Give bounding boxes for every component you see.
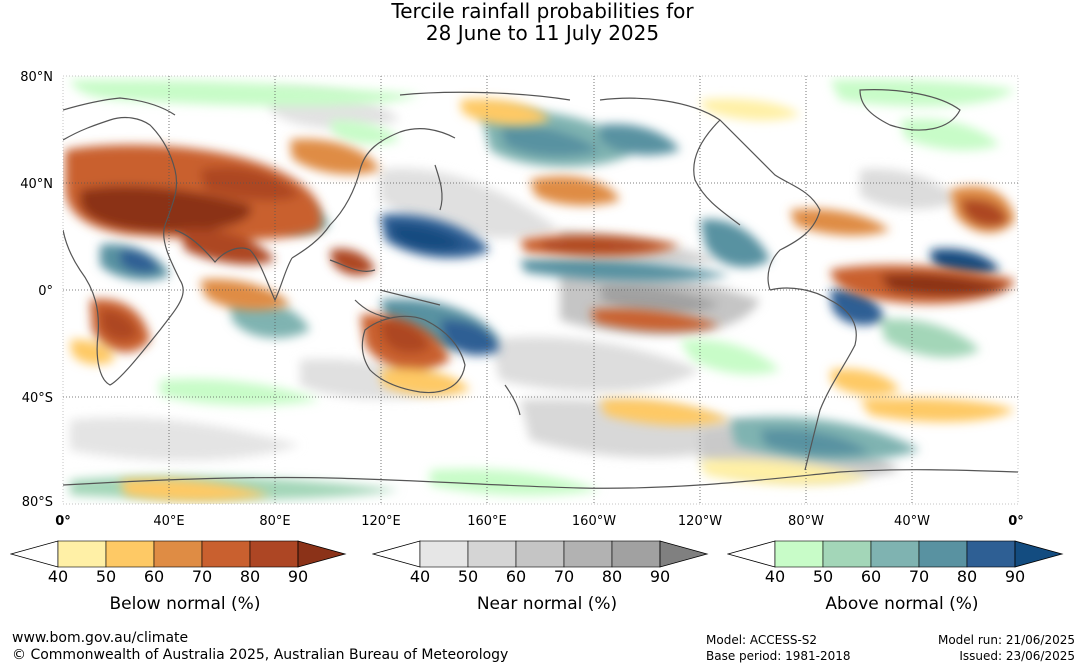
above-tick-label: 70 [908,567,930,586]
above-tick-label: 90 [1004,567,1026,586]
lon-label: 80°W [788,514,824,529]
colorbar-upper-arrow [1014,540,1064,568]
lat-label: 40°N [20,177,53,192]
colorbar-upper-arrow [659,540,709,568]
below-tick-label: 70 [191,567,213,586]
run-info: Model run: 21/06/2025 Issued: 23/06/2025 [938,632,1075,664]
copyright-text: © Commonwealth of Australia 2025, Austra… [12,647,509,663]
lon-label: 160°W [572,514,616,529]
colorbar-lower-arrow [727,540,776,568]
map-frame [62,75,1019,505]
below-tick-label: 90 [287,567,309,586]
colorbar-bin [249,540,299,568]
map-title: Tercile rainfall probabilities for 28 Ju… [0,0,1085,44]
lon-label: 40°W [894,514,930,529]
graticule [63,76,1018,504]
colorbar-bin [153,540,203,568]
model-info: Model: ACCESS-S2 Base period: 1981-2018 [706,632,851,664]
colorbar-lower-arrow [372,540,421,568]
lon-label: 0° [55,514,71,529]
lon-label: 160°E [467,514,507,529]
lon-label: 40°E [153,514,184,529]
website-link[interactable]: www.bom.gov.au/climate [12,630,189,646]
below-normal-scale [10,540,347,568]
above-tick-label: 80 [956,567,978,586]
colorbar-bin [918,540,968,568]
above-tick-label: 40 [764,567,786,586]
colorbar-bin [467,540,517,568]
above-normal-colorbar: 40 50 60 70 80 90 Above normal (%) [727,540,1077,620]
near-normal-scale [372,540,709,568]
model-run-date: Model run: 21/06/2025 [937,633,1075,647]
model-name: Model: ACCESS-S2 [706,633,818,647]
near-tick-label: 70 [553,567,575,586]
footer-credits: www.bom.gov.au/climate © Commonwealth of… [12,630,508,664]
below-tick-label: 60 [143,567,165,586]
lon-label: 120°W [678,514,722,529]
lon-label: 80°E [259,514,290,529]
near-tick-label: 60 [505,567,527,586]
colorbar-bin [201,540,251,568]
colorbar-bin [611,540,661,568]
base-period: Base period: 1981-2018 [706,649,851,663]
tercile-map: 80°N 40°N 0° 40°S 80°S 0° 40°E 80°E 120°… [20,70,1024,529]
colorbar-bin [419,540,469,568]
map-title-line1: Tercile rainfall probabilities for [391,0,694,23]
lat-label: 0° [38,284,53,299]
below-normal-colorbar: 40 50 60 70 80 90 Below normal (%) [10,540,360,620]
colorbar-bin [105,540,155,568]
below-tick-label: 80 [239,567,261,586]
colorbar-bin [870,540,920,568]
latitude-labels: 80°N 40°N 0° 40°S 80°S [20,70,53,510]
above-normal-title: Above normal (%) [825,594,979,614]
near-tick-label: 90 [649,567,671,586]
colorbar-bin [563,540,613,568]
colorbar-bin [822,540,872,568]
map-title-line2: 28 June to 11 July 2025 [425,21,660,45]
near-normal-title: Near normal (%) [476,594,618,614]
lat-label: 40°S [22,391,53,406]
above-tick-label: 50 [812,567,834,586]
lat-label: 80°S [22,495,53,510]
colorbar-bin [774,540,824,568]
below-normal-regions [65,98,1015,502]
lat-label: 80°N [20,70,53,85]
near-tick-label: 80 [601,567,623,586]
near-tick-label: 40 [409,567,431,586]
colorbar-bin [966,540,1016,568]
colorbar-lower-arrow [10,540,59,568]
above-tick-label: 60 [860,567,882,586]
colorbar-bin [515,540,565,568]
issued-date: Issued: 23/06/2025 [959,649,1075,663]
probability-field [63,76,1018,504]
lon-label: 120°E [361,514,401,529]
above-normal-scale [727,540,1064,568]
colorbar-upper-arrow [297,540,347,568]
colorbar-bin [57,540,107,568]
lon-label: 0° [1008,514,1024,529]
below-tick-label: 50 [95,567,117,586]
below-normal-title: Below normal (%) [109,594,261,614]
below-tick-label: 40 [47,567,69,586]
longitude-labels: 0° 40°E 80°E 120°E 160°E 160°W 120°W 80°… [55,514,1024,529]
coastlines [63,89,1018,489]
near-normal-colorbar: 40 50 60 70 80 90 Near normal (%) [372,540,722,620]
near-tick-label: 50 [457,567,479,586]
